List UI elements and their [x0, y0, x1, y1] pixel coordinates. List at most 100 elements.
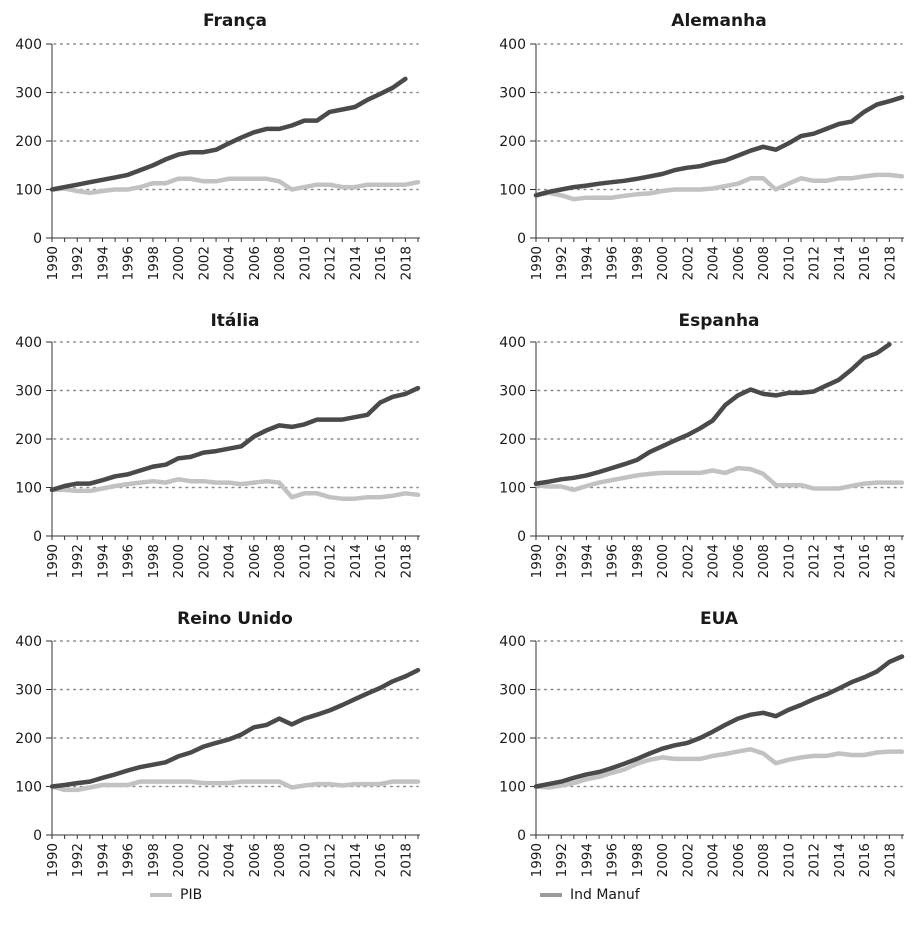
- x-tick-label: 2002: [680, 246, 696, 280]
- series-line-light: [533, 746, 905, 790]
- x-tick-label: 1990: [529, 544, 545, 578]
- y-tick-label: 300: [15, 683, 42, 699]
- series-line-dark: [533, 342, 892, 486]
- x-tick-label: 1994: [579, 843, 595, 877]
- y-tick-label: 0: [517, 231, 526, 247]
- y-tick-label: 400: [499, 335, 526, 351]
- x-tick-label: 2018: [882, 246, 898, 280]
- series-line-light: [533, 465, 905, 493]
- x-tick-label: 1998: [146, 246, 162, 280]
- y-tick-label: 100: [15, 780, 42, 796]
- x-tick-label: 2006: [731, 544, 747, 578]
- x-tick-label: 1998: [630, 544, 646, 578]
- x-tick-label: 2012: [807, 843, 823, 877]
- x-tick-label: 1992: [70, 246, 86, 280]
- panel-title: Espanha: [678, 311, 759, 331]
- x-tick-label: 1990: [45, 544, 61, 578]
- x-tick-label: 1990: [529, 246, 545, 280]
- y-tick-label: 300: [499, 86, 526, 102]
- x-tick-label: 2006: [247, 246, 263, 280]
- y-tick-label: 0: [33, 231, 42, 247]
- y-tick-label: 200: [15, 432, 42, 448]
- x-tick-label: 2006: [247, 544, 263, 578]
- x-tick-label: 1994: [95, 843, 111, 877]
- y-tick-label: 400: [499, 37, 526, 53]
- legend-ind-manuf-label: Ind Manuf: [570, 887, 640, 903]
- x-tick-label: 2014: [348, 544, 364, 578]
- y-tick-label: 200: [15, 731, 42, 747]
- x-tick-label: 2016: [857, 246, 873, 280]
- x-tick-label: 1996: [121, 246, 137, 280]
- x-tick-label: 2018: [398, 544, 414, 578]
- x-tick-label: 2010: [781, 843, 797, 877]
- x-tick-label: 2012: [323, 544, 339, 578]
- x-tick-label: 1992: [554, 843, 570, 877]
- x-tick-label: 2016: [373, 843, 389, 877]
- x-tick-label: 2008: [272, 843, 288, 877]
- x-tick-label: 2004: [222, 246, 238, 280]
- chart-panel-4: Espanha 0 100 200 300 400 1990 1992 1994 1996 1998…: [499, 311, 905, 578]
- y-tick-label: 400: [15, 335, 42, 351]
- x-tick-label: 1992: [554, 246, 570, 280]
- series-line-dark: [49, 385, 421, 493]
- x-tick-label: 1996: [121, 843, 137, 877]
- x-tick-label: 2004: [706, 843, 722, 877]
- x-tick-label: 2002: [680, 544, 696, 578]
- x-tick-label: 2016: [857, 544, 873, 578]
- x-tick-label: 2008: [756, 843, 772, 877]
- x-tick-label: 2010: [297, 843, 313, 877]
- x-tick-label: 2016: [857, 843, 873, 877]
- x-tick-label: 1990: [45, 843, 61, 877]
- chart-panel-6: EUA 0 100 200 300 400 1990 1992 1994 1996 1998 2000…: [499, 609, 905, 877]
- x-tick-label: 1998: [146, 544, 162, 578]
- legend-pib-swatch: [150, 893, 172, 897]
- x-tick-label: 2006: [247, 843, 263, 877]
- chart-panel-3: Itália 0 100 200 300 400 1990 1992 1994 1996 1998 2…: [15, 311, 421, 578]
- legend-pib-label: PIB: [180, 887, 203, 903]
- x-tick-label: 2006: [731, 246, 747, 280]
- x-tick-label: 2018: [398, 246, 414, 280]
- series-line-dark: [533, 654, 905, 789]
- x-tick-label: 1990: [45, 246, 61, 280]
- x-tick-label: 2016: [373, 544, 389, 578]
- y-tick-label: 200: [15, 134, 42, 150]
- x-tick-label: 2004: [222, 544, 238, 578]
- x-tick-label: 2014: [832, 246, 848, 280]
- x-tick-label: 2012: [323, 246, 339, 280]
- x-tick-label: 2014: [348, 246, 364, 280]
- y-tick-label: 300: [499, 384, 526, 400]
- panel-title: Itália: [210, 311, 259, 331]
- x-tick-label: 1994: [95, 246, 111, 280]
- x-tick-label: 2014: [348, 843, 364, 877]
- x-tick-label: 1990: [529, 843, 545, 877]
- series-line-dark: [49, 76, 408, 192]
- x-tick-label: 2012: [807, 544, 823, 578]
- y-tick-label: 100: [499, 183, 526, 199]
- x-tick-label: 2002: [196, 843, 212, 877]
- x-tick-label: 2008: [756, 544, 772, 578]
- x-tick-label: 1996: [605, 544, 621, 578]
- x-tick-label: 1994: [95, 544, 111, 578]
- x-tick-label: 2004: [222, 843, 238, 877]
- y-tick-label: 300: [15, 384, 42, 400]
- x-tick-label: 2000: [655, 843, 671, 877]
- y-tick-label: 0: [33, 828, 42, 844]
- chart-panel-1: França 0 100 200 300 400 1990 1992 1994 1996 1998 2…: [15, 11, 421, 280]
- legend-ind-manuf: Ind Manuf: [540, 887, 640, 903]
- chart-panel-5: Reino Unido 0 100 200 300 400 1990 1992 1994 1996…: [15, 609, 421, 877]
- x-tick-label: 2008: [272, 246, 288, 280]
- x-tick-label: 2000: [655, 544, 671, 578]
- x-tick-label: 2004: [706, 544, 722, 578]
- x-tick-label: 2004: [706, 246, 722, 280]
- x-tick-label: 2016: [373, 246, 389, 280]
- series-line-dark: [49, 667, 421, 789]
- x-tick-label: 2002: [680, 843, 696, 877]
- series-line-light: [49, 477, 421, 501]
- x-tick-label: 2000: [171, 246, 187, 280]
- x-tick-label: 1996: [121, 544, 137, 578]
- y-tick-label: 100: [499, 780, 526, 796]
- panel-title: Alemanha: [671, 11, 766, 31]
- x-tick-label: 2008: [272, 544, 288, 578]
- y-tick-label: 0: [517, 529, 526, 545]
- x-tick-label: 2018: [882, 843, 898, 877]
